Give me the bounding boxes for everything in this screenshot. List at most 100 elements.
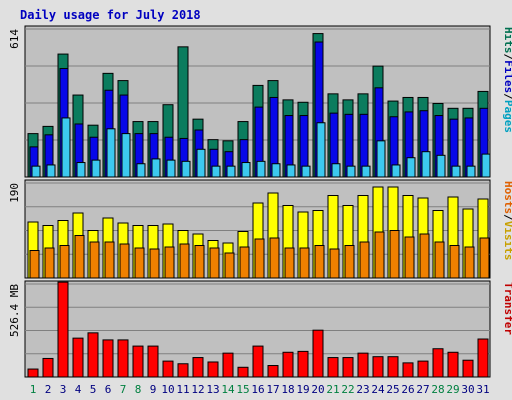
bar-pages-day-26	[406, 157, 416, 178]
x-tick-day-8: 8	[135, 383, 142, 396]
bar-transfer-day-28	[432, 348, 444, 378]
y-max-label-kbytes: 526.4 MB	[8, 284, 21, 337]
bar-transfer-day-24	[372, 356, 384, 378]
x-tick-day-9: 9	[150, 383, 157, 396]
bar-hosts-day-25	[389, 230, 400, 279]
bar-transfer-day-21	[327, 357, 339, 378]
x-tick-day-5: 5	[90, 383, 97, 396]
bar-pages-day-22	[346, 165, 356, 178]
x-tick-day-20: 20	[311, 383, 324, 396]
x-tick-day-1: 1	[30, 383, 37, 396]
bar-hosts-day-8	[134, 247, 145, 279]
x-tick-day-2: 2	[45, 383, 52, 396]
bar-transfer-day-22	[342, 357, 354, 378]
x-tick-day-19: 19	[296, 383, 309, 396]
bar-transfer-day-18	[282, 351, 294, 378]
bar-transfer-day-12	[192, 357, 204, 378]
bar-pages-day-11	[181, 160, 191, 178]
bar-hosts-day-29	[449, 245, 460, 279]
bar-transfer-day-29	[447, 351, 459, 378]
bar-transfer-day-9	[147, 345, 159, 378]
bar-hosts-day-24	[374, 231, 385, 279]
y-max-label-visits: 190	[8, 183, 21, 203]
bar-transfer-day-23	[357, 352, 369, 378]
bar-pages-day-18	[286, 164, 296, 178]
bar-transfer-day-26	[402, 362, 414, 378]
bar-pages-day-9	[151, 158, 161, 178]
bar-hosts-day-10	[164, 246, 175, 279]
bar-pages-day-5	[91, 159, 101, 178]
legend-item: /	[502, 54, 512, 61]
bar-hosts-day-13	[209, 247, 220, 279]
legend-traffic: Hits/Files/Pages	[502, 27, 512, 133]
bar-transfer-day-5	[87, 332, 99, 378]
bar-hosts-day-1	[29, 250, 40, 279]
bar-pages-day-16	[256, 160, 266, 178]
bar-transfer-day-2	[42, 357, 54, 378]
x-tick-day-16: 16	[251, 383, 264, 396]
x-tick-day-28: 28	[431, 383, 444, 396]
legend-kbytes: Transfer	[502, 282, 512, 335]
bar-pages-day-7	[121, 133, 131, 178]
legend-item: Transfer	[502, 282, 512, 335]
x-tick-day-23: 23	[356, 383, 369, 396]
y-max-label-traffic: 614	[8, 29, 21, 49]
x-tick-day-24: 24	[371, 383, 385, 396]
bar-pages-day-15	[241, 162, 251, 178]
bar-transfer-day-11	[177, 363, 189, 378]
bar-hosts-day-22	[344, 245, 355, 279]
bar-hosts-day-27	[419, 233, 430, 279]
x-tick-day-3: 3	[60, 383, 67, 396]
bar-hosts-day-28	[434, 241, 445, 279]
legend-item: Hosts	[502, 181, 512, 214]
bar-transfer-day-4	[72, 337, 84, 378]
bar-pages-day-6	[106, 128, 116, 178]
x-tick-day-18: 18	[281, 383, 294, 396]
bar-hosts-day-15	[239, 246, 250, 279]
legend-item: Hits	[502, 27, 512, 54]
x-tick-day-31: 31	[476, 383, 489, 396]
bar-pages-day-4	[76, 162, 86, 178]
bar-pages-day-19	[301, 165, 311, 178]
bar-pages-day-8	[136, 163, 146, 178]
bar-pages-day-13	[211, 165, 221, 178]
bar-pages-day-23	[361, 165, 371, 178]
bar-pages-day-27	[421, 151, 431, 178]
bar-pages-day-24	[376, 140, 386, 178]
x-tick-day-27: 27	[416, 383, 429, 396]
bar-transfer-day-30	[462, 359, 474, 378]
bar-pages-day-21	[331, 163, 341, 178]
bar-transfer-day-20	[312, 329, 324, 378]
bar-hosts-day-21	[329, 248, 340, 279]
x-tick-day-10: 10	[161, 383, 174, 396]
bar-hosts-day-5	[89, 241, 100, 279]
bar-hosts-day-14	[224, 252, 235, 279]
bar-transfer-day-1	[27, 368, 39, 378]
bar-hosts-day-7	[119, 243, 130, 279]
panel-kbytes: 526.4 MB Transfer	[8, 280, 512, 378]
x-tick-day-15: 15	[236, 383, 249, 396]
bar-transfer-day-25	[387, 356, 399, 378]
x-tick-day-14: 14	[221, 383, 235, 396]
bar-transfer-day-27	[417, 360, 429, 378]
x-tick-day-7: 7	[120, 383, 127, 396]
bar-transfer-day-16	[252, 345, 264, 378]
bar-hosts-day-19	[299, 247, 310, 279]
bar-hosts-day-23	[359, 241, 370, 279]
bar-hosts-day-26	[404, 236, 415, 279]
bar-pages-day-25	[391, 164, 401, 178]
x-tick-day-13: 13	[206, 383, 219, 396]
x-tick-day-29: 29	[446, 383, 459, 396]
bar-transfer-day-7	[117, 339, 129, 378]
x-tick-day-6: 6	[105, 383, 112, 396]
bar-hosts-day-17	[269, 237, 280, 279]
x-tick-day-25: 25	[386, 383, 399, 396]
x-tick-day-30: 30	[461, 383, 474, 396]
bar-hosts-day-30	[464, 246, 475, 279]
panel-visits: 190 Hosts/Visits	[8, 179, 512, 279]
legend-item: Pages	[502, 100, 512, 133]
bar-transfer-day-6	[102, 339, 114, 378]
chart-title: Daily usage for July 2018	[20, 8, 201, 22]
